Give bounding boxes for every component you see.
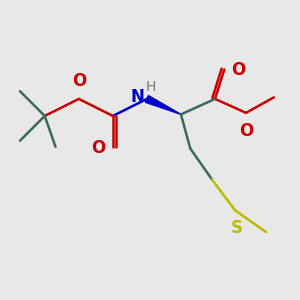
Polygon shape — [146, 95, 181, 114]
Text: O: O — [239, 122, 253, 140]
Text: O: O — [231, 61, 245, 79]
Text: O: O — [91, 140, 105, 158]
Text: N: N — [130, 88, 144, 106]
Text: S: S — [231, 219, 243, 237]
Text: O: O — [72, 72, 86, 90]
Text: H: H — [146, 80, 156, 94]
